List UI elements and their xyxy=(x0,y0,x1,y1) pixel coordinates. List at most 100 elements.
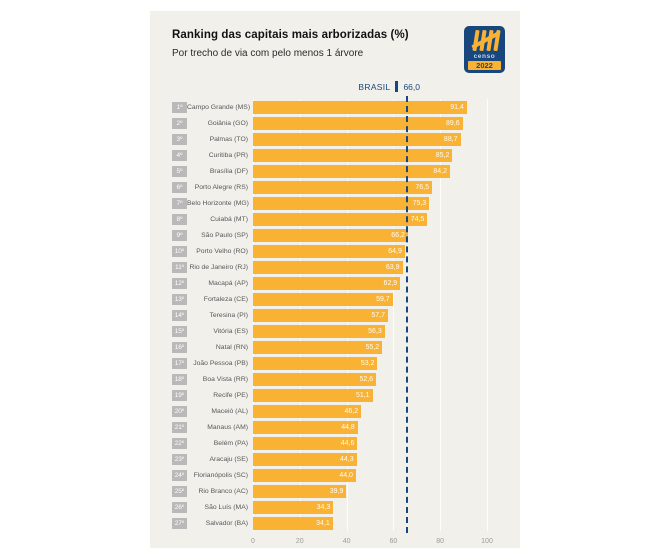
chart-card: Ranking das capitais mais arborizadas (%… xyxy=(150,11,520,548)
bar-track: 88,7 xyxy=(253,132,487,146)
row-label: Rio de Janeiro (RJ) xyxy=(189,263,248,271)
bar-value: 85,2 xyxy=(435,151,450,159)
bar: 89,6 xyxy=(253,116,463,130)
row-label: Rio Branco (AC) xyxy=(198,487,248,495)
row-label: Belo Horizonte (MG) xyxy=(187,199,249,207)
bar-track: 34,3 xyxy=(253,500,487,514)
table-row: 2º Goiânia (GO) 89,6 xyxy=(150,115,520,131)
bar: 59,7 xyxy=(253,292,393,306)
bar: 63,9 xyxy=(253,260,403,274)
row-label: Palmas (TO) xyxy=(209,135,248,143)
rank-badge: 5º xyxy=(172,165,187,177)
row-label: Vitória (ES) xyxy=(213,327,248,335)
rank-badge: 9º xyxy=(172,229,187,241)
bar-track: 44,8 xyxy=(253,420,487,434)
row-label: Recife (PE) xyxy=(213,391,248,399)
bar-track: 62,9 xyxy=(253,276,487,290)
rank-badge: 27º xyxy=(172,517,187,529)
bar-track: 84,2 xyxy=(253,164,487,178)
row-label: Boa Vista (RR) xyxy=(202,375,248,383)
row-label: Brasília (DF) xyxy=(209,167,248,175)
bar-value: 34,3 xyxy=(316,503,331,511)
row-label: Porto Alegre (RS) xyxy=(194,183,248,191)
rank-badge: 8º xyxy=(172,213,187,225)
x-axis-tick-label: 40 xyxy=(342,538,351,545)
rank-badge: 19º xyxy=(172,389,187,401)
rank-badge: 4º xyxy=(172,149,187,161)
bar-value: 51,1 xyxy=(355,391,370,399)
chart-rows: 1º Campo Grande (MS) 91,4 2º Goiânia (GO) 89,… xyxy=(150,99,520,531)
bar-track: 55,2 xyxy=(253,340,487,354)
bar: 52,6 xyxy=(253,372,377,386)
bar-track: 74,5 xyxy=(253,212,487,226)
bar-value: 56,3 xyxy=(368,327,382,335)
bar-value: 59,7 xyxy=(376,295,390,303)
table-row: 7º Belo Horizonte (MG) 75,3 xyxy=(150,195,520,211)
table-row: 9º São Paulo (SP) 66,2 xyxy=(150,227,520,243)
bar-track: 46,2 xyxy=(253,404,487,418)
bar: 46,2 xyxy=(253,404,362,418)
bar-value: 34,1 xyxy=(316,519,330,527)
table-row: 24º Florianópolis (SC) 44,0 xyxy=(150,467,520,483)
table-row: 17º João Pessoa (PB) 53,2 xyxy=(150,355,520,371)
bar: 44,8 xyxy=(253,420,358,434)
bar: 76,5 xyxy=(253,180,432,194)
rank-badge: 17º xyxy=(172,357,187,369)
censo-2022-logo: censo 2022 xyxy=(464,26,505,73)
row-label: Campo Grande (MS) xyxy=(187,103,251,111)
rank-badge: 1º xyxy=(172,101,187,113)
row-label: Goiânia (GO) xyxy=(207,119,248,127)
bar-track: 53,2 xyxy=(253,356,487,370)
bar: 51,1 xyxy=(253,388,373,402)
bar-value: 75,3 xyxy=(412,199,427,207)
rank-badge: 3º xyxy=(172,133,187,145)
table-row: 21º Manaus (AM) 44,8 xyxy=(150,419,520,435)
bar-track: 56,3 xyxy=(253,324,487,338)
page-subtitle: Por trecho de via com pelo menos 1 árvor… xyxy=(172,48,364,59)
row-label: Aracaju (SE) xyxy=(209,455,248,463)
row-label: Curitiba (PR) xyxy=(208,151,248,159)
rank-badge: 6º xyxy=(172,181,187,193)
bar-value: 46,2 xyxy=(344,407,359,415)
rank-badge: 14º xyxy=(172,309,187,321)
table-row: 12º Macapá (AP) 62,9 xyxy=(150,275,520,291)
bar-value: 64,9 xyxy=(388,247,402,255)
bar-value: 74,5 xyxy=(410,215,425,223)
bar: 44,6 xyxy=(253,436,358,450)
brasil-reference-label: BRASIL xyxy=(358,81,391,92)
tally-marks-icon xyxy=(470,29,501,52)
bar: 84,2 xyxy=(253,164,451,178)
page-title: Ranking das capitais mais arborizadas (%… xyxy=(172,29,409,41)
bar: 34,1 xyxy=(253,516,333,530)
bar-track: 39,9 xyxy=(253,484,487,498)
bar: 55,2 xyxy=(253,340,383,354)
rank-badge: 25º xyxy=(172,485,187,497)
bar-track: 57,7 xyxy=(253,308,487,322)
rank-badge: 22º xyxy=(172,437,187,449)
table-row: 27º Salvador (BA) 34,1 xyxy=(150,515,520,531)
row-label: Belém (PA) xyxy=(213,439,248,447)
bar: 57,7 xyxy=(253,308,389,322)
bar-track: 75,3 xyxy=(253,196,487,210)
bar-track: 44,3 xyxy=(253,452,487,466)
rank-badge: 2º xyxy=(172,117,187,129)
table-row: 4º Curitiba (PR) 85,2 xyxy=(150,147,520,163)
bar-track: 44,6 xyxy=(253,436,487,450)
bar-value: 89,6 xyxy=(446,119,460,127)
bar-track: 59,7 xyxy=(253,292,487,306)
x-axis-tick-label: 100 xyxy=(481,538,493,545)
bar-track: 51,1 xyxy=(253,388,487,402)
bar: 34,3 xyxy=(253,500,334,514)
bar-value: 84,2 xyxy=(433,167,448,175)
bar-track: 44,0 xyxy=(253,468,487,482)
row-label: São Paulo (SP) xyxy=(201,231,248,239)
bar: 44,0 xyxy=(253,468,356,482)
rank-badge: 11º xyxy=(172,261,187,273)
bar-track: 85,2 xyxy=(253,148,487,162)
bar: 44,3 xyxy=(253,452,357,466)
bar-track: 66,2 xyxy=(253,228,487,242)
logo-censo-text: censo xyxy=(473,53,496,60)
table-row: 16º Natal (RN) 55,2 xyxy=(150,339,520,355)
row-label: Porto Velho (RO) xyxy=(196,247,248,255)
row-label: Teresina (PI) xyxy=(209,311,248,319)
